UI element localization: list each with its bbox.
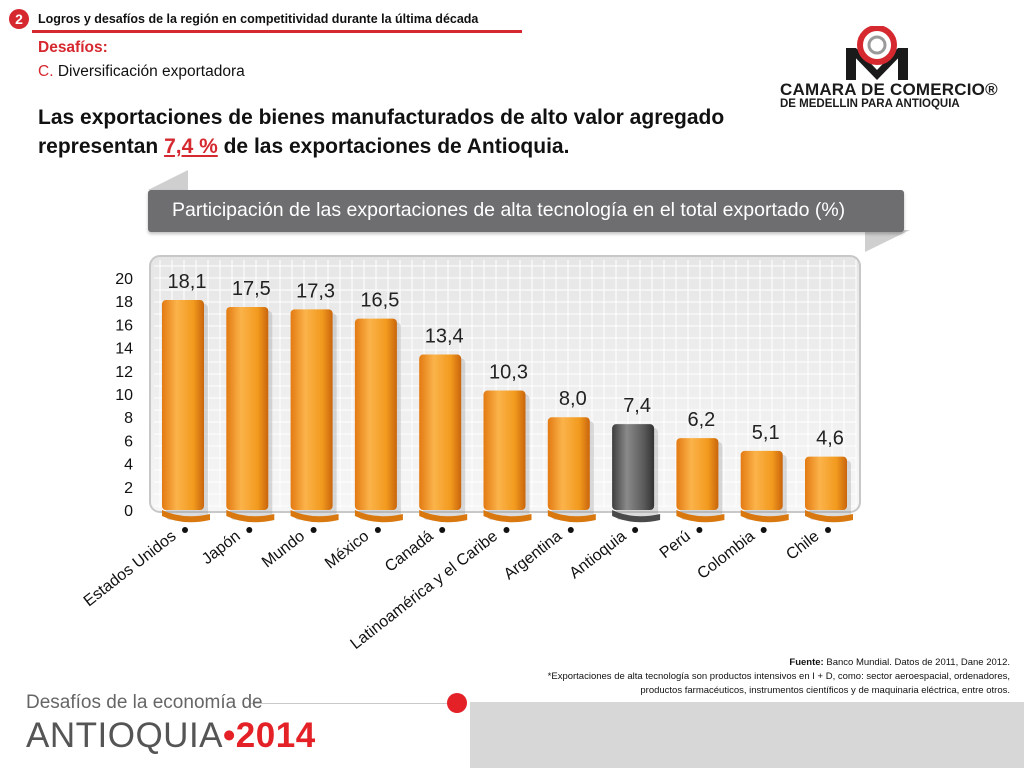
y-tick-label: 6 bbox=[124, 433, 133, 450]
category-label: Mundo bbox=[259, 528, 308, 572]
bar bbox=[226, 307, 269, 510]
bar bbox=[483, 390, 526, 510]
bar-curl bbox=[290, 510, 339, 523]
category-bullet bbox=[374, 527, 381, 533]
bar-curl bbox=[676, 510, 725, 523]
bar-curl bbox=[740, 510, 789, 523]
category-label: Chile bbox=[783, 528, 822, 564]
source-line: Fuente: Banco Mundial. Datos de 2011, Da… bbox=[410, 656, 1010, 670]
category-bullet bbox=[567, 527, 574, 533]
bar-highlight bbox=[612, 424, 655, 510]
category-bullet bbox=[632, 527, 639, 533]
y-tick-label: 0 bbox=[124, 503, 133, 520]
challenges-heading: Desafíos: bbox=[38, 39, 108, 56]
category-label: Argentina bbox=[501, 528, 566, 584]
bar bbox=[547, 417, 590, 510]
bar-curl bbox=[162, 510, 210, 523]
bar bbox=[419, 354, 462, 510]
bar-value-label: 4,6 bbox=[816, 428, 844, 450]
brand-name: ANTIOQUIA bbox=[26, 716, 224, 755]
bar bbox=[162, 300, 204, 510]
headline: Las exportaciones de bienes manufacturad… bbox=[38, 103, 758, 161]
category-bullet bbox=[439, 527, 446, 533]
footer-rule bbox=[250, 703, 454, 704]
brand-dot: • bbox=[223, 716, 236, 755]
note-line-2: productos farmacéuticos, instrumentos ci… bbox=[640, 685, 1010, 696]
logo-wordmark: CAMARA DE COMERCIO® bbox=[780, 80, 998, 99]
category-bullet bbox=[503, 527, 510, 533]
category-bullet bbox=[310, 527, 317, 533]
bar-value-label: 18,1 bbox=[168, 271, 207, 293]
bar bbox=[354, 318, 397, 510]
bar bbox=[740, 450, 783, 510]
bar-curl bbox=[612, 510, 661, 523]
subsection-heading: C. Diversificación exportadora bbox=[38, 63, 245, 81]
bar-curl bbox=[354, 510, 403, 523]
y-tick-label: 14 bbox=[115, 341, 133, 358]
category-bullet bbox=[182, 527, 188, 533]
footer-red-dot bbox=[447, 693, 467, 713]
category-label: Colombia bbox=[694, 528, 758, 583]
headline-value: 7,4 % bbox=[164, 135, 218, 158]
y-tick-label: 16 bbox=[115, 317, 133, 334]
bar-curl bbox=[483, 510, 532, 523]
category-bullet bbox=[696, 527, 703, 533]
category-label: Canadá bbox=[382, 528, 437, 576]
y-tick-label: 2 bbox=[124, 480, 133, 497]
section-title-underline bbox=[32, 30, 522, 33]
section-title: Logros y desafíos de la región en compet… bbox=[38, 12, 479, 26]
chart-title-banner bbox=[148, 190, 904, 232]
headline-pre: Las exportaciones de bienes manufacturad… bbox=[38, 106, 725, 158]
bar-curl bbox=[805, 510, 853, 523]
bar-value-label: 6,2 bbox=[687, 409, 715, 431]
bar-curl bbox=[547, 510, 596, 523]
bar-value-label: 8,0 bbox=[559, 388, 587, 410]
bar-value-label: 17,5 bbox=[232, 278, 271, 300]
logo-subline: DE MEDELLIN PARA ANTIOQUIA bbox=[780, 98, 960, 110]
source-note: Fuente: Banco Mundial. Datos de 2011, Da… bbox=[410, 656, 1010, 698]
footer-band bbox=[470, 702, 1024, 768]
bar-chart: 0 2 4 6 8 10 12 14 16 18 20 18,1 Estados Unidos 17,5 J… bbox=[81, 255, 861, 653]
source-label: Fuente: bbox=[789, 657, 824, 668]
headline-post: de las exportaciones de Antioquia. bbox=[223, 135, 570, 158]
brand-year: 2014 bbox=[235, 716, 316, 755]
category-label: Antioquia bbox=[567, 528, 630, 583]
y-tick-label: 20 bbox=[115, 271, 133, 288]
category-label: Perú bbox=[657, 528, 694, 562]
subsection-letter: C. bbox=[38, 63, 54, 80]
chamber-logo-icon bbox=[846, 26, 908, 80]
category-label: Estados Unidos bbox=[81, 528, 180, 610]
y-tick-label: 12 bbox=[115, 364, 133, 381]
y-tick-label: 8 bbox=[124, 410, 133, 427]
banner-ribbon bbox=[148, 170, 910, 252]
category-label: México bbox=[322, 528, 372, 573]
note-line-1: *Exportaciones de alta tecnología son pr… bbox=[547, 671, 1010, 682]
source-text: Banco Mundial. Datos de 2011, Dane 2012. bbox=[826, 657, 1010, 668]
bar-value-label: 16,5 bbox=[360, 290, 399, 312]
section-number-badge: 2 bbox=[9, 9, 29, 29]
bar-value-label: 5,1 bbox=[752, 422, 780, 444]
bar bbox=[676, 438, 719, 510]
bar-value-label: 7,4 bbox=[623, 395, 651, 417]
category-bullet bbox=[246, 527, 253, 533]
category-bullet bbox=[825, 527, 831, 533]
chart-title: Participación de las exportaciones de al… bbox=[172, 199, 846, 221]
y-tick-label: 18 bbox=[115, 294, 133, 311]
bar bbox=[805, 456, 847, 510]
bar-value-label: 17,3 bbox=[296, 280, 335, 302]
bar-value-label: 13,4 bbox=[425, 326, 464, 348]
category-bullet bbox=[760, 527, 767, 533]
bar-curl bbox=[226, 510, 275, 523]
y-tick-label: 4 bbox=[124, 457, 133, 474]
y-tick-label: 10 bbox=[115, 387, 133, 404]
bar-value-label: 10,3 bbox=[489, 362, 528, 384]
brand-subtitle: Desafíos de la economía de bbox=[26, 692, 263, 713]
subsection-text: Diversificación exportadora bbox=[57, 63, 245, 80]
bar bbox=[290, 309, 333, 510]
bar-curl bbox=[419, 510, 468, 523]
category-label: Japón bbox=[199, 528, 244, 568]
brand-title: ANTIOQUIA•2014 bbox=[26, 716, 316, 756]
